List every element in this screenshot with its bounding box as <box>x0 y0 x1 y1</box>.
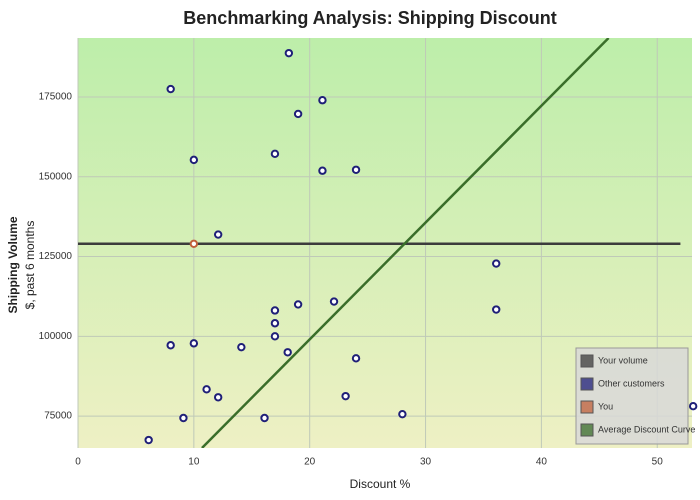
legend-label: Average Discount Curve <box>598 424 695 434</box>
data-point <box>189 239 199 248</box>
x-tick-label: 0 <box>75 457 81 468</box>
data-point <box>166 341 175 350</box>
y-axis-title: Shipping Volume <box>6 216 20 313</box>
data-point <box>398 409 407 419</box>
y-tick-label: 75000 <box>44 411 72 422</box>
data-point <box>492 259 501 268</box>
data-point <box>688 402 698 411</box>
data-point <box>318 166 327 175</box>
data-point <box>270 149 280 159</box>
series-line <box>201 38 610 448</box>
x-tick-label: 30 <box>420 457 432 468</box>
y-tick-label: 175000 <box>39 92 73 103</box>
data-point <box>202 385 211 394</box>
legend-swatch <box>580 400 594 414</box>
y-tick-label: 125000 <box>39 251 73 262</box>
legend-label: Other customers <box>598 378 665 388</box>
data-point <box>492 305 501 314</box>
legend-swatch <box>580 354 594 368</box>
x-tick-label: 10 <box>188 457 200 468</box>
chart-title: Benchmarking Analysis: Shipping Discount <box>183 8 556 28</box>
legend-label: You <box>598 401 613 411</box>
data-point <box>329 297 339 306</box>
legend-box <box>575 347 689 445</box>
y-tick-label: 100000 <box>39 331 73 342</box>
data-point <box>260 413 269 423</box>
y-axis-subtitle: $, past 6 months <box>23 221 37 310</box>
data-point <box>284 48 294 58</box>
x-tick-label: 20 <box>304 457 316 468</box>
data-point <box>283 348 292 357</box>
data-point <box>179 413 188 423</box>
data-point <box>270 332 280 341</box>
y-tick-label: 150000 <box>39 171 73 182</box>
data-point <box>189 155 199 165</box>
data-point <box>293 109 303 119</box>
data-point <box>341 391 350 401</box>
data-point <box>351 165 361 174</box>
legend-swatch <box>580 377 594 391</box>
data-point <box>166 84 175 94</box>
data-point <box>293 300 303 309</box>
x-tick-label: 40 <box>536 457 548 468</box>
legend-label: Your volume <box>598 355 648 365</box>
x-tick-label: 50 <box>652 457 664 468</box>
data-point <box>189 339 199 348</box>
x-axis-title: Discount % <box>350 477 411 491</box>
data-point <box>270 306 280 315</box>
data-point <box>213 393 223 402</box>
data-point <box>351 354 361 363</box>
data-point <box>213 230 223 239</box>
data-point <box>237 342 246 352</box>
data-point <box>144 435 153 445</box>
data-point <box>270 319 280 328</box>
data-point <box>318 96 327 105</box>
legend-swatch <box>580 423 594 437</box>
